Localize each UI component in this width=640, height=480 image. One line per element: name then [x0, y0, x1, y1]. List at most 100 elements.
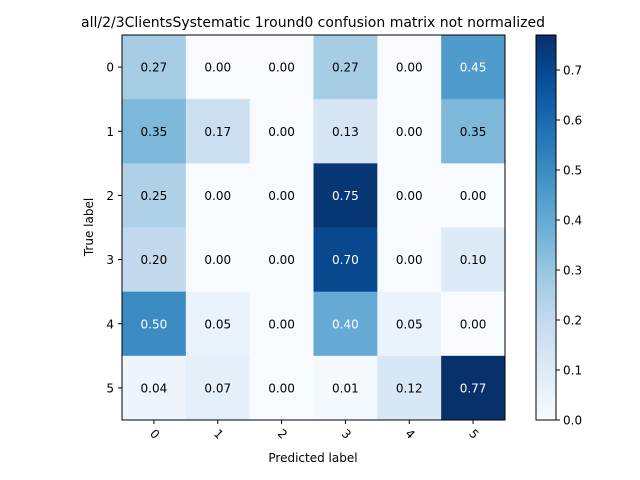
x-tick-label: 2 [275, 427, 290, 442]
cell-label: 0.10 [460, 253, 487, 267]
cell-label: 0.45 [460, 61, 487, 75]
heatmap-cell [185, 355, 251, 421]
heatmap-cell [377, 163, 442, 228]
colorbar-tick-label: 0.4 [563, 214, 582, 228]
cell-label: 0.00 [268, 253, 295, 267]
heatmap-cell [249, 227, 314, 293]
colorbar-tick-label: 0.0 [563, 414, 582, 428]
heatmap-cell [122, 291, 187, 357]
heatmap-cell [377, 291, 442, 357]
y-tick-label: 2 [106, 189, 114, 203]
cell-label: 0.77 [460, 381, 487, 395]
cell-label: 0.00 [204, 253, 231, 267]
heatmap-cell [122, 99, 187, 164]
heatmap-cell [185, 291, 251, 357]
y-tick-label: 0 [106, 61, 114, 75]
heatmap-cells: 0.27 0.00 0.00 0.27 0.00 0.45 0.35 0.17 0.00 0.13… [122, 35, 506, 421]
x-tick-label: 4 [402, 427, 417, 442]
heatmap-cell [122, 35, 187, 100]
heatmap-cell [441, 163, 506, 228]
heatmap-cell [185, 99, 251, 164]
cell-label: 0.07 [204, 381, 231, 395]
colorbar-tick-label: 0.6 [563, 114, 582, 128]
cell-label: 0.17 [204, 125, 231, 139]
cell-label: 0.12 [396, 381, 423, 395]
y-axis-label: True label [82, 198, 96, 257]
heatmap-cell [313, 227, 378, 293]
plot-frame [121, 34, 506, 421]
cell-label: 0.00 [268, 189, 295, 203]
cell-label: 0.00 [268, 317, 295, 331]
cell-label: 0.00 [460, 189, 487, 203]
cell-label: 0.70 [332, 253, 359, 267]
colorbar-tick-label: 0.2 [563, 314, 582, 328]
cell-label: 0.00 [204, 189, 231, 203]
cell-label: 0.00 [268, 381, 295, 395]
heatmap-cell [441, 355, 506, 421]
x-tick-label: 3 [339, 427, 354, 442]
cell-label: 0.00 [204, 61, 231, 75]
heatmap-cell [122, 227, 187, 293]
heatmap-cell [441, 227, 506, 293]
heatmap-cell [313, 99, 378, 164]
cell-label: 0.25 [141, 189, 168, 203]
heatmap-cell [313, 163, 378, 228]
chart-title: all/2/3ClientsSystematic 1round0 confusi… [81, 15, 545, 31]
x-tick-label: 1 [211, 427, 226, 442]
heatmap-cell [185, 227, 251, 293]
heatmap-cell [377, 99, 442, 164]
cell-label: 0.00 [396, 125, 423, 139]
cell-label: 0.13 [332, 125, 359, 139]
cell-label: 0.00 [396, 61, 423, 75]
heatmap-cell [185, 163, 251, 228]
cell-label: 0.27 [141, 61, 168, 75]
cell-label: 0.50 [141, 317, 168, 331]
cell-label: 0.05 [396, 317, 423, 331]
colorbar-tick-label: 0.7 [563, 64, 582, 78]
colorbar [535, 34, 557, 421]
cell-label: 0.35 [460, 125, 487, 139]
colorbar-tick-label: 0.3 [563, 264, 582, 278]
cell-label: 0.00 [268, 125, 295, 139]
cell-label: 0.00 [396, 189, 423, 203]
x-axis-label: Predicted label [268, 451, 357, 465]
heatmap-cell [377, 227, 442, 293]
cell-label: 0.00 [460, 317, 487, 331]
heatmap-cell [377, 35, 442, 100]
y-tick-label: 4 [106, 317, 114, 331]
heatmap-cell [249, 355, 314, 421]
cell-label: 0.00 [268, 61, 295, 75]
heatmap-cell [441, 99, 506, 164]
x-tick-label: 0 [147, 427, 162, 442]
heatmap-cell [313, 35, 378, 100]
heatmap-cell [313, 355, 378, 421]
heatmap-cell [122, 163, 187, 228]
heatmap-cell [441, 291, 506, 357]
y-axis-ticks: 0 1 2 3 4 5 [106, 61, 122, 395]
y-tick-label: 3 [106, 253, 114, 267]
heatmap-cell [441, 35, 506, 100]
cell-label: 0.00 [396, 253, 423, 267]
cell-label: 0.35 [141, 125, 168, 139]
cell-label: 0.04 [141, 381, 168, 395]
y-tick-label: 5 [106, 381, 114, 395]
heatmap-cell [249, 35, 314, 100]
heatmap-cell [377, 355, 442, 421]
x-tick-label: 5 [466, 427, 481, 442]
cell-label: 0.75 [332, 189, 359, 203]
heatmap-cell [185, 35, 251, 100]
heatmap-cell [122, 355, 187, 421]
cell-label: 0.01 [332, 381, 359, 395]
colorbar-tick-label: 0.5 [563, 164, 582, 178]
colorbar-ticks: 0.0 0.1 0.2 0.3 0.4 0.5 0.6 0.7 [556, 64, 582, 428]
cell-label: 0.27 [332, 61, 359, 75]
x-axis-ticks: 0 1 2 3 4 5 [147, 420, 482, 442]
cell-label: 0.05 [204, 317, 231, 331]
heatmap-cell [249, 99, 314, 164]
y-tick-label: 1 [106, 125, 114, 139]
heatmap-cell [249, 291, 314, 357]
cell-label: 0.20 [141, 253, 168, 267]
heatmap-cell [249, 163, 314, 228]
cell-label: 0.40 [332, 317, 359, 331]
colorbar-tick-label: 0.1 [563, 364, 582, 378]
